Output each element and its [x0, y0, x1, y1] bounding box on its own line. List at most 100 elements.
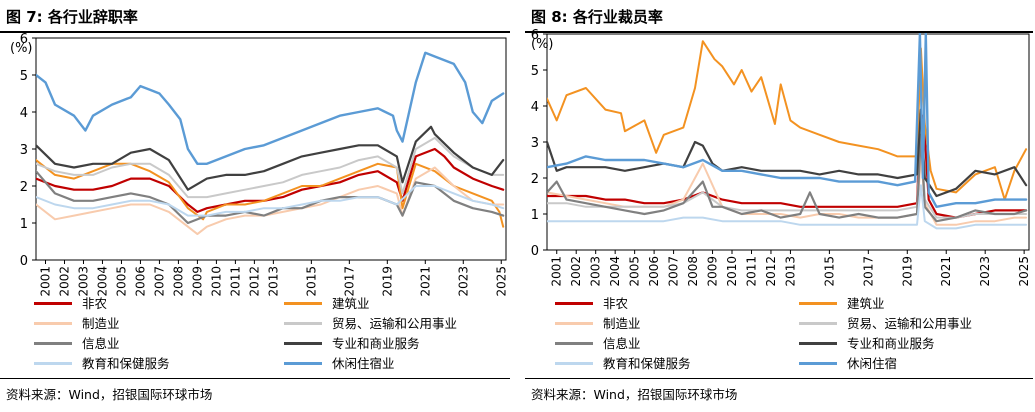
series-line-professional: [36, 125, 505, 191]
x-tick-label: 2005: [114, 266, 128, 297]
x-tick-label: 2019: [380, 266, 394, 297]
x-tick-label: 2013: [783, 256, 797, 287]
legend-label: 制造业: [603, 316, 641, 331]
chart-title: 图 7: 各行业辞职率: [6, 8, 138, 26]
legend-item-education: 教育和保健服务: [555, 354, 691, 374]
y-tick-label: 4: [20, 106, 28, 121]
x-tick-label: 2009: [190, 266, 204, 297]
x-tick-label: 2008: [686, 256, 700, 287]
y-tick-label: 3: [20, 143, 28, 158]
source-note: 资料来源：Wind，招银国际环球市场: [531, 387, 738, 402]
legend-label: 制造业: [82, 316, 120, 331]
legend-swatch: [34, 362, 72, 365]
chart-panel-layoffs: 图 8: 各行业裁员率 (%) 0 1 2 3 4 5 6 2001 2002 2003 2004 20…: [525, 0, 1035, 412]
x-tick-label: 2004: [608, 256, 622, 287]
y-tick-label: 1: [20, 217, 28, 232]
quits-rate-chart: (%) 0 1 2 3 4 5 6 2001 2002 2003 2004 2005 2006 2007 20…: [10, 32, 508, 297]
series-line-construction: [36, 159, 505, 228]
legend-item-nonfarm: 非农: [555, 294, 628, 314]
series-line-construction: [547, 40, 1028, 201]
title-divider: [0, 31, 510, 33]
layoffs-rate-chart: (%) 0 1 2 3 4 5 6 2001 2002 2003 2004 2005 2006 2007 20…: [531, 28, 1031, 287]
x-tick-label: 2012: [764, 256, 778, 287]
x-tick-label: 2010: [725, 256, 739, 287]
legend-label: 休闲住宿: [847, 356, 898, 371]
legend-swatch: [284, 322, 322, 325]
series-line-nonfarm: [547, 112, 1028, 219]
y-tick-label: 6: [20, 32, 28, 47]
series-line-leisure: [36, 51, 505, 166]
legend-swatch: [34, 322, 72, 325]
y-tick-label: 3: [531, 136, 539, 151]
series-line-leisure: [547, 33, 1028, 209]
x-tick-label: 2021: [418, 266, 432, 297]
legend-item-information: 信息业: [34, 334, 120, 354]
source-divider: [0, 378, 510, 379]
legend-item-education: 教育和保健服务: [34, 354, 170, 374]
x-tick-label: 2017: [861, 256, 875, 287]
legend-item-construction: 建筑业: [284, 294, 370, 314]
legend-item-professional: 专业和商业服务: [799, 334, 935, 354]
x-tick-label: 2023: [456, 266, 470, 297]
series-line-education: [36, 185, 505, 217]
x-tick-label: 2025: [1017, 256, 1031, 287]
y-tick-label: 2: [531, 172, 539, 187]
legend-swatch: [799, 342, 837, 345]
legend-item-nonfarm: 非农: [34, 294, 107, 314]
legend-label: 建筑业: [847, 296, 885, 311]
y-tick-label: 0: [20, 254, 28, 269]
legend-item-leisure: 休闲住宿业: [284, 354, 395, 374]
x-tick-label: 2015: [304, 266, 318, 297]
legend-label: 建筑业: [332, 296, 370, 311]
x-tick-label: 2021: [939, 256, 953, 287]
y-tick-label: 1: [531, 208, 539, 223]
y-tick-label: 2: [20, 180, 28, 195]
x-tick-label: 2003: [589, 256, 603, 287]
x-tick-label: 2023: [978, 256, 992, 287]
legend-label: 贸易、运输和公用事业: [847, 316, 973, 331]
series-group: [547, 33, 1028, 230]
x-tick-label: 2010: [209, 266, 223, 297]
y-tick-label: 4: [531, 100, 539, 115]
chart-title: 图 8: 各行业裁员率: [531, 8, 663, 26]
source-note: 资料来源：Wind，招银国际环球市场: [6, 387, 213, 402]
legend-item-trade: 贸易、运输和公用事业: [284, 314, 457, 334]
legend-item-manufacturing: 制造业: [34, 314, 120, 334]
legend-item-information: 信息业: [555, 334, 641, 354]
series-line-information: [547, 133, 1028, 223]
x-tick-label: 2011: [744, 256, 758, 287]
legend-item-professional: 专业和商业服务: [284, 334, 420, 354]
x-tick-label: 2008: [171, 266, 185, 297]
legend-label: 非农: [603, 296, 629, 311]
y-axis-label: (%): [10, 41, 33, 56]
series-line-trade: [547, 126, 1028, 219]
y-axis-label: (%): [531, 37, 554, 52]
series-group: [36, 51, 505, 236]
x-tick-label: 2003: [76, 266, 90, 297]
x-tick-label: 2017: [342, 266, 356, 297]
legend-swatch: [284, 362, 322, 365]
legend-label: 信息业: [82, 336, 120, 351]
x-tick-label: 2002: [57, 266, 71, 297]
legend-swatch: [799, 302, 837, 305]
x-tick-label: 2001: [38, 266, 52, 297]
legend-item-construction: 建筑业: [799, 294, 885, 314]
legend-swatch: [555, 362, 593, 365]
legend-label: 休闲住宿业: [332, 356, 395, 371]
series-line-manufacturing: [36, 166, 505, 236]
x-tick-label: 2011: [228, 266, 242, 297]
y-tick-label: 5: [20, 69, 28, 84]
x-tick-label: 2006: [133, 266, 147, 297]
title-divider: [525, 31, 1033, 33]
x-tick-label: 2007: [152, 266, 166, 297]
legend-item-leisure: 休闲住宿: [799, 354, 897, 374]
series-line-education: [547, 184, 1028, 230]
y-tick-label: 5: [531, 64, 539, 79]
x-tick-label: 2002: [569, 256, 583, 287]
legend-swatch: [799, 362, 837, 365]
series-line-trade: [36, 136, 505, 199]
legend-swatch: [34, 342, 72, 345]
x-tick-label: 2007: [667, 256, 681, 287]
series-line-nonfarm: [36, 147, 505, 213]
legend-label: 教育和保健服务: [82, 356, 170, 371]
